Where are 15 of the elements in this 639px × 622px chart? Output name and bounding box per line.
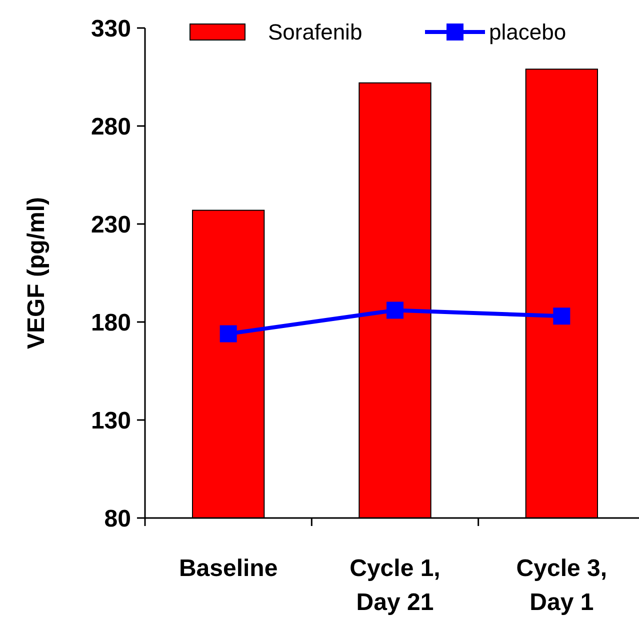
y-tick-label: 230	[90, 211, 131, 238]
y-tick-label: 280	[90, 113, 131, 140]
point	[220, 325, 237, 342]
point	[553, 308, 570, 325]
legend-label: Sorafenib	[268, 20, 362, 45]
legend-label: placebo	[489, 20, 566, 45]
y-tick-label: 80	[104, 505, 131, 532]
y-tick-label: 330	[90, 15, 131, 42]
point	[386, 302, 404, 319]
y-tick-label: 180	[90, 309, 131, 336]
y-axis-title: VEGF (pg/ml)	[23, 197, 50, 349]
x-tick-label: Baseline	[178, 555, 278, 582]
y-tick-label: 130	[90, 407, 131, 434]
x-tick-label: Cycle 1, Day 21	[350, 555, 440, 616]
x-tick-label: Cycle 3, Day 1	[516, 555, 608, 616]
